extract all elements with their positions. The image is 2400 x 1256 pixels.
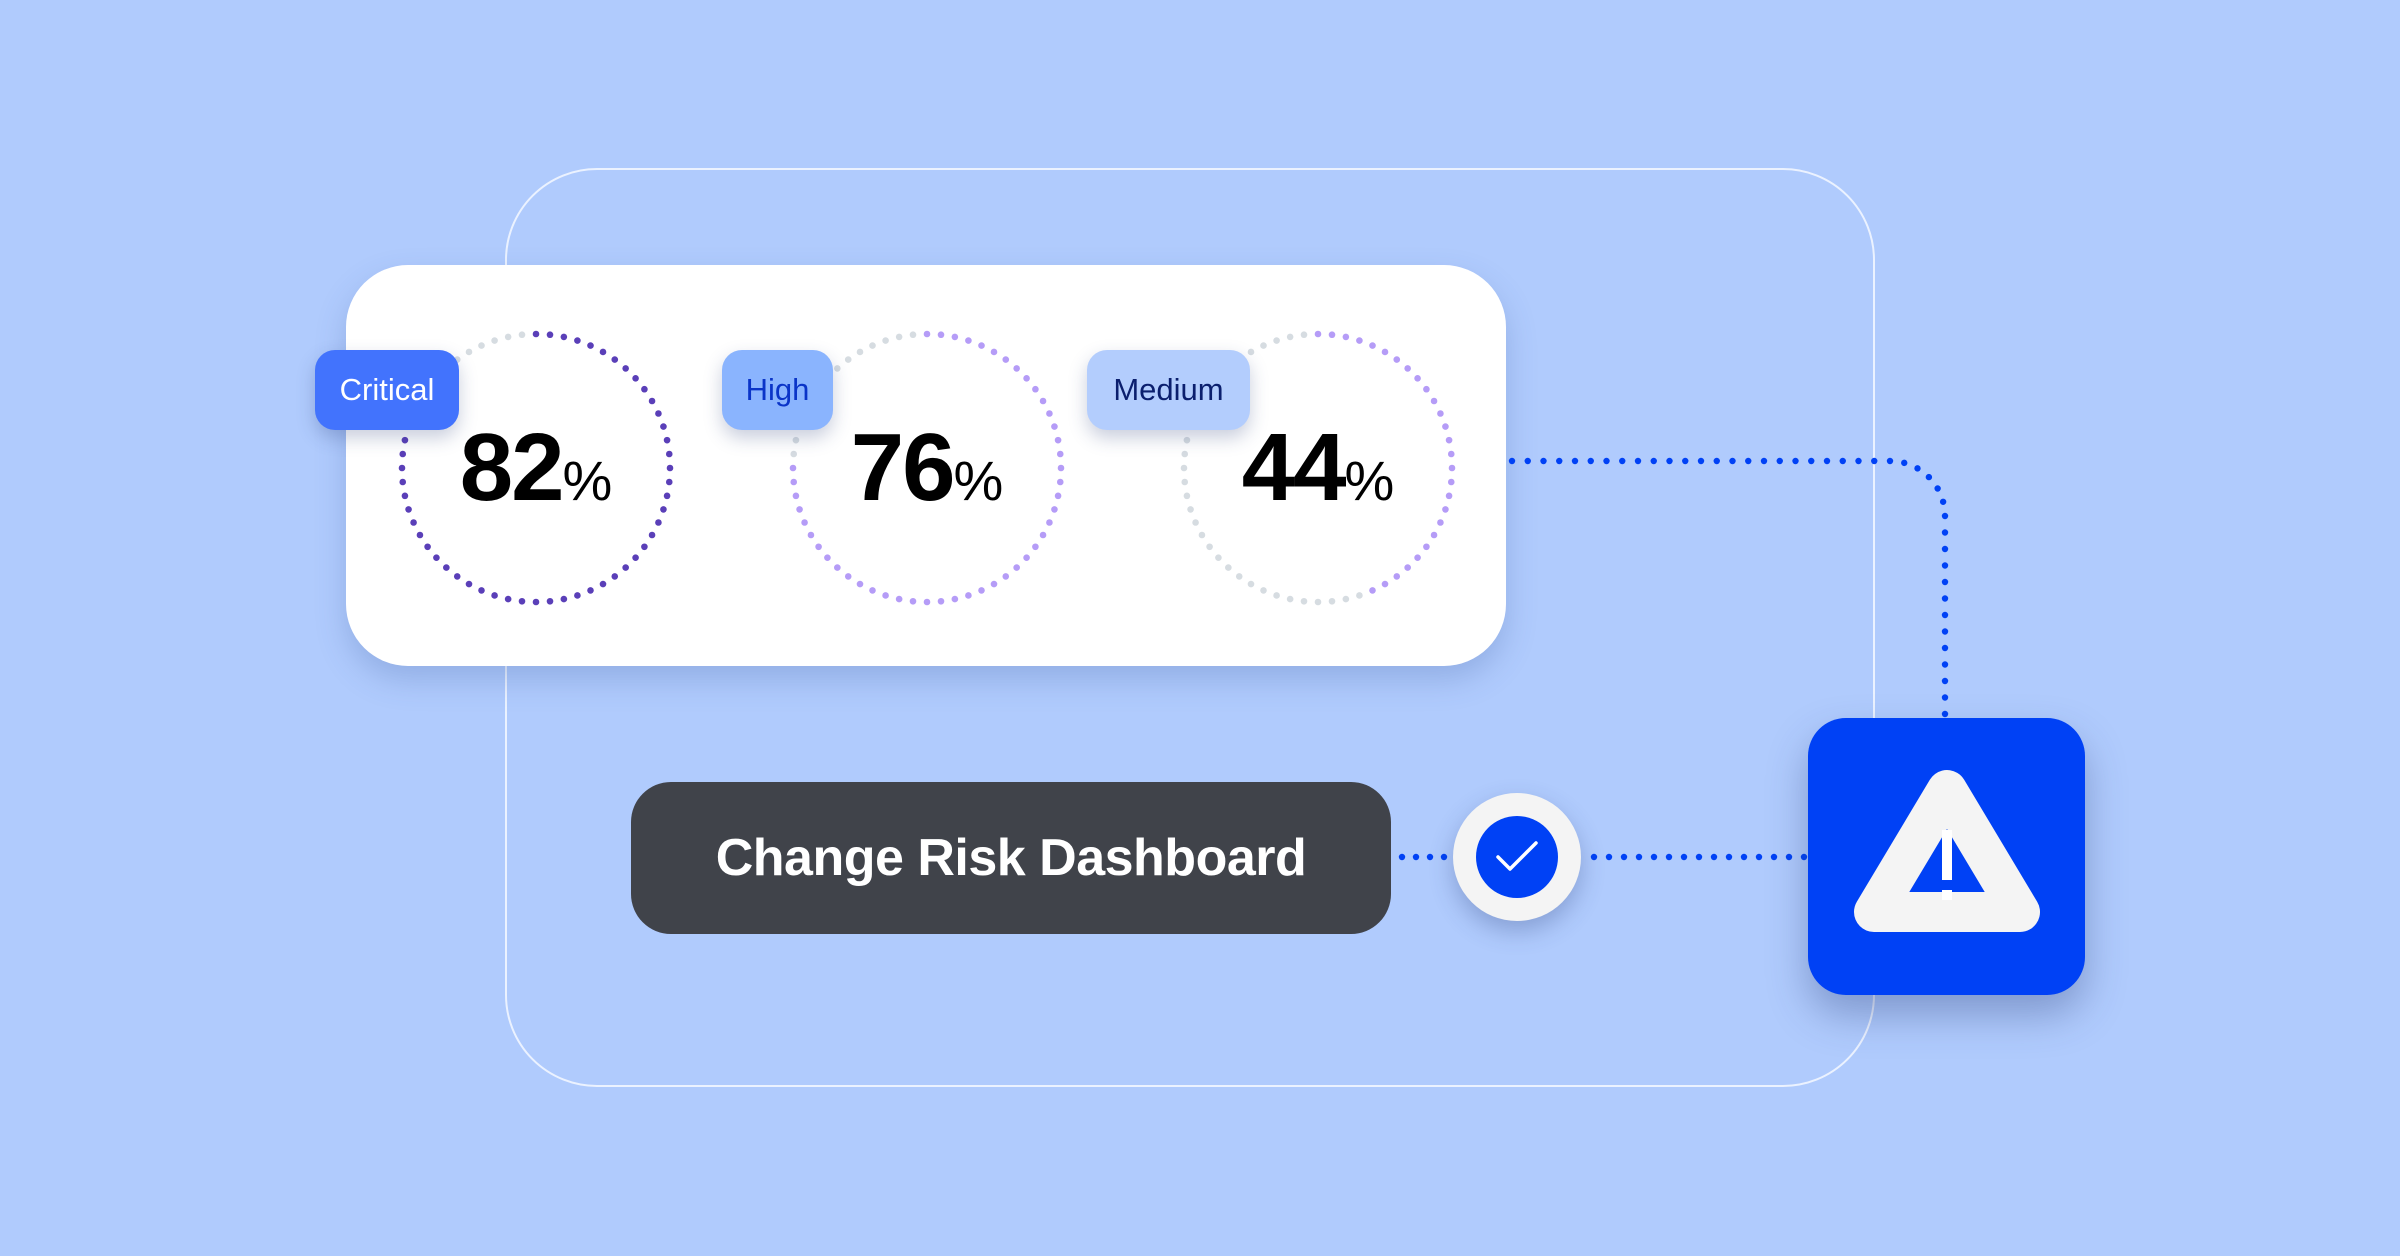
connector-dot	[1941, 628, 1949, 635]
connector-dot	[1886, 457, 1894, 465]
connector-dot	[1941, 595, 1949, 602]
value-number: 82	[459, 414, 565, 521]
gauge-medium-value: 44%	[1183, 420, 1453, 529]
dashboard-title-button[interactable]: Change Risk Dashboard	[631, 782, 1391, 934]
warning-triangle-icon	[1808, 718, 2085, 995]
connector-dot	[1941, 529, 1949, 536]
badge-high: High	[722, 350, 833, 430]
gauge-critical-value: 82%	[401, 420, 671, 529]
connector-dot	[1941, 562, 1949, 569]
check-circle-icon	[1453, 793, 1581, 921]
connector-dot	[1941, 661, 1949, 668]
connector-dot	[1941, 545, 1949, 553]
value-unit: %	[1344, 449, 1395, 512]
badge-medium: Medium	[1087, 350, 1250, 430]
connector-dot	[1939, 498, 1947, 505]
value-number: 76	[850, 414, 956, 521]
value-unit: %	[953, 449, 1004, 512]
dashboard-title: Change Risk Dashboard	[715, 829, 1307, 887]
connector-dot	[1941, 710, 1949, 718]
connector-dot	[1934, 485, 1941, 492]
connector-dot	[1941, 611, 1949, 619]
value-unit: %	[562, 449, 613, 512]
badge-critical: Critical	[315, 350, 459, 430]
value-number: 44	[1241, 414, 1347, 521]
connector-dot	[1925, 473, 1933, 481]
connector-dot	[1941, 694, 1949, 701]
connector-dot	[1941, 644, 1949, 652]
gauge-high-value: 76%	[792, 420, 1062, 529]
connector-dot	[1941, 677, 1949, 685]
connector-dot	[1941, 578, 1949, 586]
connector-dot	[1901, 459, 1908, 467]
connector-dot	[1941, 512, 1949, 520]
connector-dot	[1914, 465, 1921, 472]
